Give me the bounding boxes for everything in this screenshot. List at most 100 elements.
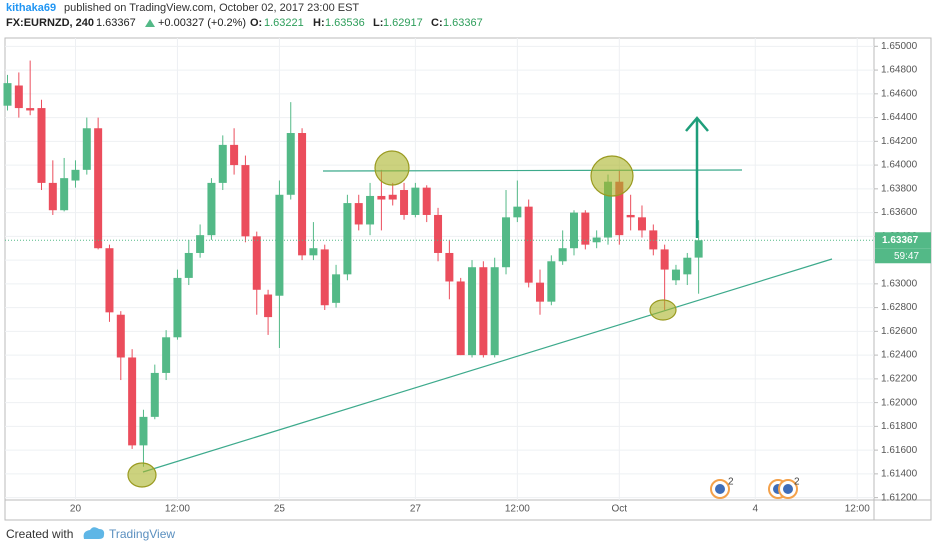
close-value: 1.63367: [443, 17, 483, 29]
up-arrow: [145, 19, 155, 27]
open-value: 1.63221: [264, 17, 304, 29]
x-tick-label: 20: [70, 504, 82, 515]
candle-body: [116, 314, 125, 358]
y-tick-label: 1.63800: [881, 183, 918, 194]
footer: Created with TradingView: [6, 527, 175, 541]
high-label: H:: [313, 17, 325, 29]
y-tick-label: 1.64200: [881, 136, 918, 147]
candle-body: [298, 133, 307, 256]
x-tick-label: 25: [274, 504, 286, 515]
candle-body: [660, 249, 669, 270]
y-tick-label: 1.62200: [881, 373, 918, 384]
y-tick-label: 1.64400: [881, 112, 918, 123]
tv-logo: [83, 527, 105, 539]
open-label: O:: [250, 17, 262, 29]
candle-body: [3, 83, 12, 106]
candle-body: [558, 248, 567, 262]
candle-body: [128, 357, 137, 446]
candle-body: [26, 108, 35, 111]
event-count: 2: [794, 477, 800, 488]
brand[interactable]: TradingView: [109, 527, 175, 541]
candle-body: [162, 337, 171, 373]
candles: [3, 60, 874, 467]
candle-body: [37, 108, 46, 183]
candle-body: [570, 212, 578, 249]
candle-body: [490, 267, 499, 356]
y-tick-label: 1.64000: [881, 160, 918, 171]
low-value: 1.62917: [383, 17, 423, 29]
candle-body: [411, 187, 420, 215]
candle-body: [536, 282, 545, 302]
candle-body: [547, 261, 556, 302]
x-tick-label: Oct: [612, 504, 628, 515]
x-tick-label: 12:00: [165, 504, 190, 515]
high-value: 1.63536: [325, 17, 365, 29]
candle-body: [320, 249, 329, 306]
candle-body: [196, 235, 205, 253]
candle-body: [14, 85, 23, 109]
candle-body: [82, 128, 91, 170]
candle-body: [309, 248, 318, 256]
trend-line: [142, 258, 833, 473]
candle-body: [603, 181, 612, 238]
candle-body: [286, 133, 295, 195]
candle-body: [184, 252, 193, 278]
candle-body: [71, 169, 80, 181]
symbol: FX:EURNZD, 240: [6, 17, 94, 29]
candle-body: [445, 252, 454, 282]
candle-body: [671, 269, 680, 281]
change: +0.00327 (+0.2%): [158, 17, 246, 29]
candle-body: [60, 178, 69, 211]
y-tick-label: 1.61400: [881, 469, 918, 480]
y-tick-label: 1.61800: [881, 421, 918, 432]
candle-body: [252, 236, 261, 290]
close-label: C:: [431, 17, 443, 29]
candle-body: [354, 203, 363, 225]
y-tick-label: 1.62800: [881, 302, 918, 313]
candle-body: [400, 190, 409, 215]
y-tick-label: 1.62400: [881, 350, 918, 361]
chart-frame: [4, 37, 932, 521]
candle-body: [434, 214, 443, 253]
marker: [649, 299, 677, 321]
event-icon-core: [783, 484, 793, 494]
candle-body: [615, 181, 624, 236]
marker: [374, 150, 410, 186]
grid: [5, 38, 874, 500]
created-with: Created with: [6, 527, 73, 541]
x-tick-label: 12:00: [845, 504, 870, 515]
x-tick-label: 12:00: [505, 504, 530, 515]
candle-body: [422, 187, 431, 215]
y-tick-label: 1.61200: [881, 492, 918, 503]
candle-body: [150, 372, 159, 417]
candle-body: [388, 194, 397, 200]
countdown: 59:47: [894, 251, 919, 262]
y-tick-label: 1.63000: [881, 278, 918, 289]
candle-body: [366, 195, 375, 225]
x-tick-label: 27: [410, 504, 422, 515]
author[interactable]: kithaka69: [6, 2, 56, 14]
low-label: L:: [373, 17, 383, 29]
y-tick-label: 1.62000: [881, 397, 918, 408]
candle-body: [524, 206, 533, 283]
candle-body: [48, 182, 57, 211]
y-tick-label: 1.61600: [881, 445, 918, 456]
last-price-label: 1.63367: [882, 235, 919, 246]
y-tick-label: 1.64800: [881, 65, 918, 76]
candle-body: [581, 212, 590, 245]
candle-body: [275, 194, 284, 296]
candle-body: [502, 217, 511, 268]
countdown-tag: [875, 248, 931, 264]
candle-body: [456, 281, 465, 356]
published: published on TradingView.com, October 02…: [64, 2, 359, 14]
candle-body: [264, 294, 273, 318]
candle-body: [218, 144, 227, 183]
drawings: [127, 116, 833, 488]
candle-body: [513, 206, 522, 218]
candle-body: [332, 274, 341, 303]
marker: [127, 462, 157, 488]
x-tick-label: 4: [752, 504, 758, 515]
candle-body: [230, 144, 239, 166]
candle-body: [626, 214, 635, 218]
target-arrow-head: [685, 116, 709, 132]
